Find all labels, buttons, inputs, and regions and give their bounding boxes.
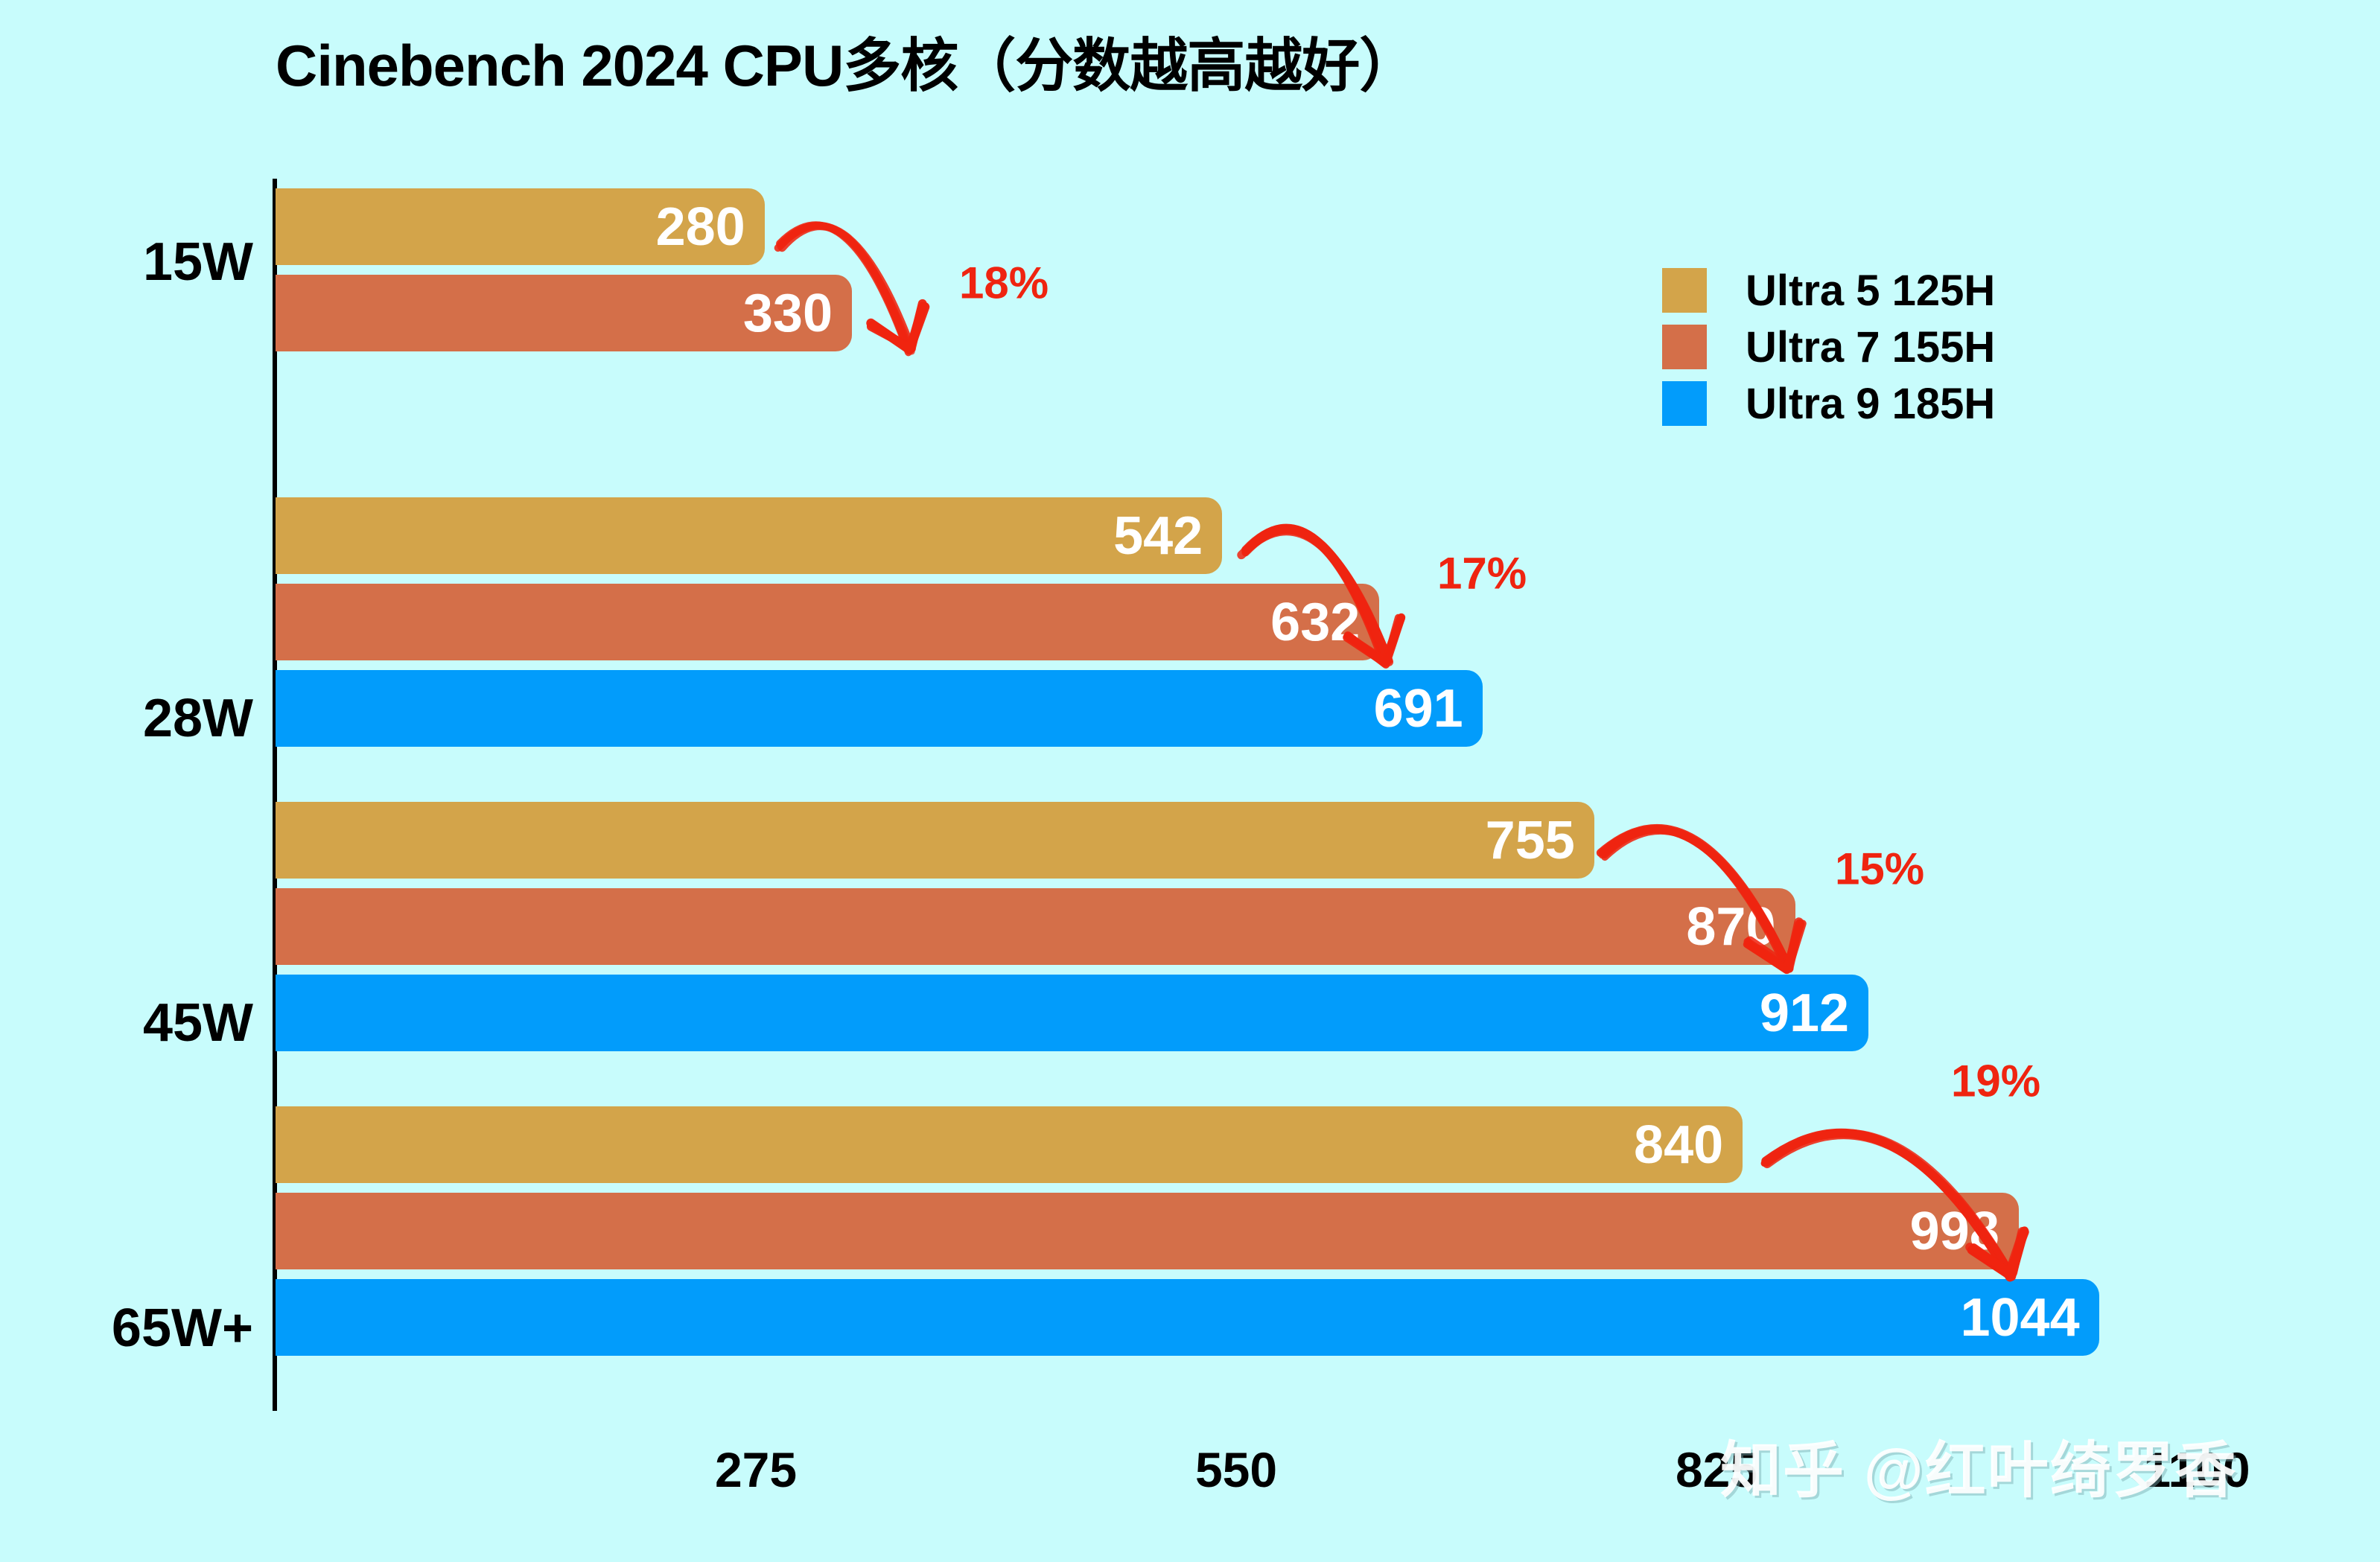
bar-value-label: 912 — [1760, 986, 1868, 1040]
x-tick-label-275: 275 — [715, 1441, 797, 1498]
bar[interactable]: 330 — [276, 275, 852, 351]
bar[interactable]: 1044 — [276, 1279, 2099, 1356]
bar[interactable]: 998 — [276, 1193, 2019, 1269]
bar-value-label: 870 — [1686, 900, 1795, 954]
bar-value-label: 280 — [656, 200, 765, 254]
bar-value-label: 755 — [1486, 814, 1594, 867]
annotation-percent-label: 17% — [1437, 548, 1527, 599]
bar[interactable]: 632 — [276, 584, 1379, 660]
legend-item[interactable]: Ultra 5 125H — [1662, 262, 1995, 319]
bar[interactable]: 280 — [276, 188, 765, 265]
annotation-percent-label: 19% — [1951, 1056, 2040, 1107]
bar-value-label: 998 — [1910, 1205, 2019, 1258]
bar-value-label: 691 — [1374, 682, 1483, 736]
bar-value-label: 330 — [743, 287, 852, 340]
legend-swatch-ultra-7-155h — [1662, 325, 1707, 369]
chart-container: Cinebench 2024 CPU多核（分数越高越好） 15W 28W 45W 65… — [0, 0, 2380, 1562]
bar[interactable]: 755 — [276, 802, 1594, 879]
watermark: 知乎 @红叶绮罗香 — [1720, 1421, 2238, 1509]
legend-swatch-ultra-5-125h — [1662, 268, 1707, 313]
annotation-percent-label: 15% — [1835, 844, 1924, 895]
bar-value-label: 632 — [1270, 596, 1379, 649]
x-tick-label-550: 550 — [1195, 1441, 1277, 1498]
legend-label-ultra-7-155h: Ultra 7 155H — [1746, 322, 1995, 372]
annotation-percent-label: 18% — [959, 258, 1049, 309]
category-label-28w: 28W — [30, 688, 253, 749]
bar[interactable]: 691 — [276, 670, 1483, 747]
bar-value-label: 1044 — [1960, 1291, 2099, 1345]
plot-area: 15W 28W 45W 65W+ 280 330 542 632 691 755 870 912 84… — [0, 0, 2380, 1562]
bar[interactable]: 542 — [276, 497, 1222, 574]
legend-item[interactable]: Ultra 7 155H — [1662, 319, 1995, 375]
legend-swatch-ultra-9-185h — [1662, 381, 1707, 426]
category-label-15w: 15W — [30, 232, 253, 293]
bar[interactable]: 912 — [276, 975, 1868, 1051]
category-label-45w: 45W — [30, 992, 253, 1053]
bar-value-label: 542 — [1113, 509, 1222, 563]
bar[interactable]: 870 — [276, 888, 1795, 965]
legend-label-ultra-9-185h: Ultra 9 185H — [1746, 379, 1995, 429]
bar[interactable]: 840 — [276, 1106, 1743, 1183]
legend-label-ultra-5-125h: Ultra 5 125H — [1746, 266, 1995, 316]
category-label-65w-plus: 65W+ — [30, 1298, 253, 1359]
legend-item[interactable]: Ultra 9 185H — [1662, 375, 1995, 432]
bar-value-label: 840 — [1634, 1118, 1743, 1172]
legend: Ultra 5 125H Ultra 7 155H Ultra 9 185H — [1662, 262, 1995, 432]
